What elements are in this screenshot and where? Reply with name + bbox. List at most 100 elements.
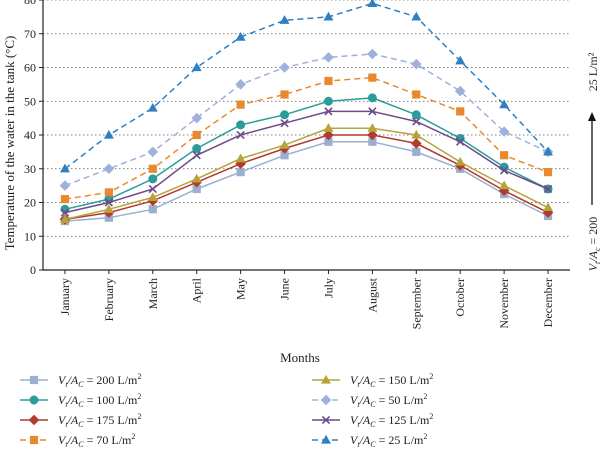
legend-swatch-marker	[29, 395, 39, 405]
legend-label: Vt/AC = 25 L/m2	[350, 432, 427, 449]
series-0	[60, 137, 553, 226]
data-point	[456, 107, 465, 116]
y-tick-label: 50	[24, 94, 36, 108]
data-point	[60, 208, 70, 217]
data-point	[236, 100, 245, 109]
data-point	[543, 202, 554, 212]
legend-item: Vt/AC = 100 L/m2	[20, 392, 141, 409]
data-point	[148, 174, 158, 184]
data-point	[498, 126, 510, 137]
data-point	[367, 123, 378, 132]
x-tick-label: April	[190, 277, 204, 303]
data-point	[411, 110, 421, 120]
x-tick-labels: January February March April May June July Augu…	[58, 277, 555, 329]
data-point	[192, 144, 202, 153]
data-point	[323, 11, 334, 21]
axes	[42, 0, 570, 274]
legend-swatch-marker	[321, 415, 331, 425]
data-point	[147, 146, 159, 158]
x-tick-label: February	[102, 278, 116, 321]
x-tick-label: November	[497, 278, 511, 329]
data-point	[499, 180, 510, 190]
x-tick-label: January	[58, 278, 72, 315]
series-line	[64, 134, 549, 221]
data-point	[367, 0, 378, 7]
grid-lines	[39, 0, 570, 271]
y-tick-label: 70	[24, 27, 36, 41]
data-point	[236, 130, 245, 140]
legend-item: Vt/AC = 125 L/m2	[312, 412, 433, 429]
x-tick-label: September	[409, 278, 423, 329]
data-point	[543, 168, 553, 177]
data-point	[103, 129, 114, 139]
data-point	[499, 99, 510, 109]
data-point	[412, 147, 421, 156]
series-1	[60, 93, 553, 214]
data-point	[368, 107, 377, 116]
y-tick-label: 30	[24, 162, 36, 176]
data-point	[236, 168, 245, 177]
y-tick-label: 40	[24, 128, 36, 142]
series-line	[64, 97, 549, 211]
annotation-arrow-head	[588, 112, 596, 121]
legend-label: Vt/AC = 100 L/m2	[58, 392, 141, 409]
x-tick-label: May	[234, 278, 248, 300]
data-point	[323, 123, 334, 132]
legend-swatch-marker	[29, 375, 39, 385]
x-tick-label: March	[146, 278, 160, 309]
series-7	[59, 0, 554, 173]
data-point	[279, 15, 290, 24]
legend-label: Vt/AC = 200 L/m2	[58, 372, 141, 389]
series-line	[64, 127, 549, 221]
data-point	[236, 120, 246, 130]
legend-swatch-marker	[321, 374, 331, 384]
legend-item: Vt/AC = 25 L/m2	[312, 432, 427, 449]
data-point	[280, 90, 289, 99]
data-point	[191, 62, 202, 72]
series-2	[59, 129, 554, 225]
data-point	[104, 188, 113, 197]
y-tick-label: 80	[24, 0, 36, 7]
legend-swatch-marker	[321, 434, 331, 444]
y-tick-label: 10	[24, 229, 36, 243]
series-line	[64, 76, 549, 200]
legend-label: Vt/AC = 70 L/m2	[58, 432, 135, 449]
series-line	[64, 53, 549, 187]
data-point	[410, 58, 422, 70]
legend-item: Vt/AC = 150 L/m2	[312, 372, 433, 389]
data-point	[147, 102, 158, 112]
series-lines	[59, 0, 554, 226]
data-point	[455, 55, 466, 65]
legend-item: Vt/AC = 70 L/m2	[20, 432, 135, 449]
data-point	[235, 32, 246, 41]
series-line	[64, 2, 549, 170]
data-point	[323, 96, 333, 106]
y-axis-title: Temperature of the water in the tank (°C…	[2, 36, 17, 251]
data-point	[456, 137, 465, 146]
data-point	[499, 166, 509, 175]
y-tick-label: 20	[24, 196, 36, 210]
legend-swatch-marker	[29, 435, 39, 445]
annotation-bottom-label: Vt/Ac = 200	[586, 217, 600, 272]
x-tick-label: July	[321, 278, 335, 298]
data-point	[500, 151, 509, 160]
legend-label: Vt/AC = 150 L/m2	[350, 372, 433, 389]
data-point	[60, 195, 70, 204]
y-tick-label: 60	[24, 61, 36, 75]
data-point	[454, 85, 466, 97]
legend-swatch-marker	[28, 414, 40, 426]
legend-swatch-marker	[320, 394, 332, 406]
series-3	[60, 73, 553, 204]
data-point	[191, 112, 203, 124]
series-6	[60, 107, 553, 217]
data-point	[191, 173, 202, 183]
data-point	[324, 107, 333, 116]
data-point	[280, 119, 289, 128]
data-point	[59, 163, 70, 173]
data-point	[147, 192, 158, 202]
legend-item: Vt/AC = 175 L/m2	[20, 412, 141, 429]
data-point	[103, 204, 114, 213]
data-point	[235, 79, 246, 90]
data-point	[323, 129, 334, 141]
